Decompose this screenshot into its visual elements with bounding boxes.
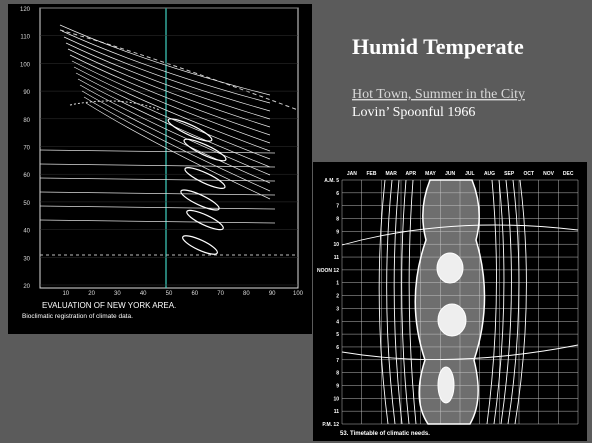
song-link[interactable]: Hot Town, Summer in the City [352,87,525,102]
y-label: 40 [23,229,30,235]
hour-label: 9 [336,229,339,235]
hot-zone [438,367,454,403]
month-label: DEC [563,171,574,177]
x-label: 50 [166,291,173,297]
y-label: 60 [23,173,30,179]
x-label: 20 [88,291,95,297]
month-label: JUN [445,171,455,177]
slide-title: Humid Temperate [352,34,524,59]
y-label: 120 [20,7,31,13]
subtitle: Lovin’ Spoonful 1966 [352,105,475,120]
y-label: 70 [23,146,30,152]
x-label: 60 [191,291,198,297]
y-label: 80 [23,118,30,124]
x-label: 80 [243,291,250,297]
hour-label: 8 [336,217,339,223]
hot-zone [437,253,463,283]
hour-label: 7 [336,204,339,210]
note: Bioclimatic registration of climate data… [22,313,133,320]
x-label: 90 [269,291,276,297]
hour-label: 10 [333,396,339,402]
hour-label: 1 [336,281,339,287]
x-label: 10 [62,291,69,297]
month-label: SEP [504,171,515,177]
right-figure: JAN FEB MAR APR MAY JUN JUL AUG SEP OCT NOV DEC A.M.… [313,162,587,441]
y-label: 100 [20,62,31,68]
month-label: JUL [465,171,474,177]
slide: 1201101009080706050403020102030405060708… [0,0,592,443]
left-figure: 120 110 100 90 80 70 60 50 40 30 20 10 20 30 40 50 60 70 8… [8,4,312,334]
month-label: JAN [347,171,357,177]
caption: 53. Timetable of climatic needs. [340,431,430,437]
hour-label: 6 [336,345,339,351]
x-label: 40 [140,291,147,297]
hot-zone [438,304,466,336]
y-label: 30 [23,256,30,262]
hour-label: 6 [336,191,339,197]
caption: EVALUATION OF NEW YORK AREA. [42,301,176,310]
y-label: 50 [23,201,30,207]
figure-frame [8,4,312,334]
month-label: OCT [524,171,535,177]
hour-label: A.M. 5 [324,178,339,184]
x-label: 70 [217,291,224,297]
month-label: AUG [484,171,495,177]
hour-label: 8 [336,371,339,377]
month-label: APR [406,171,417,177]
hour-label: 4 [336,319,339,325]
hour-label: 7 [336,358,339,364]
hour-label: 5 [336,332,339,338]
y-label: 20 [23,284,30,290]
month-label: FEB [367,171,377,177]
hour-label: 10 [333,242,339,248]
hour-label: 3 [336,306,339,312]
x-label: 30 [114,291,121,297]
month-label: NOV [543,171,555,177]
hour-label: P.M. 12 [322,422,339,428]
x-label: 100 [293,291,304,297]
y-label: 90 [23,90,30,96]
y-label: 110 [20,35,30,41]
hour-label: NOON 12 [317,268,339,274]
hour-label: 11 [334,255,340,261]
slide-canvas: 1201101009080706050403020102030405060708… [0,0,592,443]
hour-label: 11 [334,409,340,415]
month-label: MAY [425,171,436,177]
month-label: MAR [385,171,397,177]
hour-label: 2 [336,294,339,300]
hour-label: 9 [336,383,339,389]
